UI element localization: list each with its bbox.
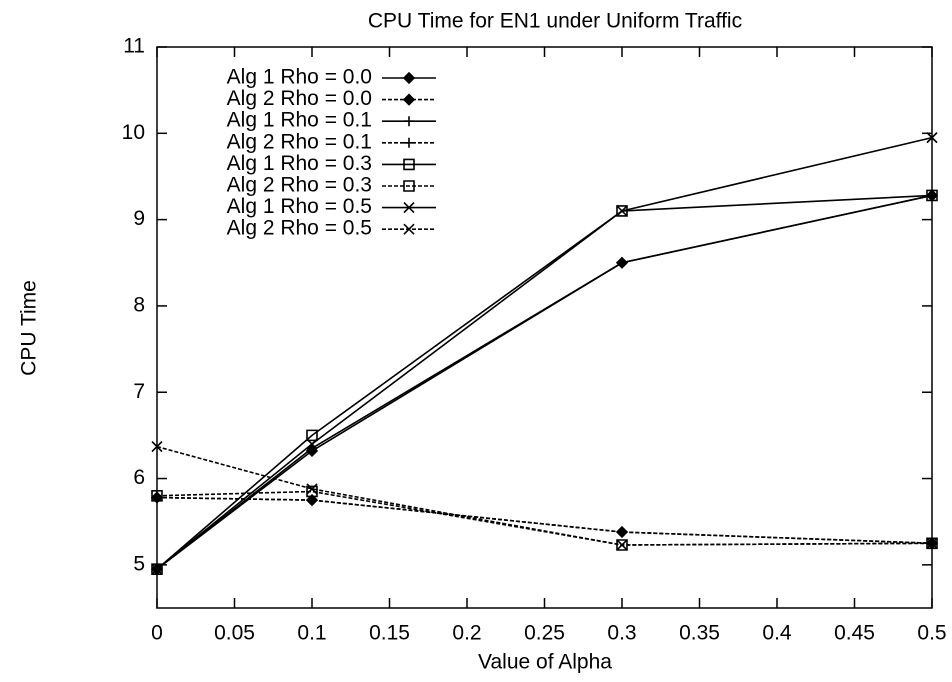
marker xyxy=(616,205,628,217)
legend-marker xyxy=(403,202,415,214)
legend-label: Alg 1 Rho = 0.5 xyxy=(227,195,372,218)
legend-label: Alg 2 Rho = 0.3 xyxy=(227,174,372,197)
x-tick-label: 0.4 xyxy=(762,622,792,645)
y-tick-label: 5 xyxy=(133,552,145,575)
series-line xyxy=(156,194,933,570)
legend-label: Alg 1 Rho = 0.1 xyxy=(227,109,372,132)
marker xyxy=(926,132,938,144)
marker xyxy=(151,490,163,502)
legend-marker xyxy=(403,223,415,235)
y-tick-label: 9 xyxy=(133,207,145,230)
x-tick-label: 0 xyxy=(151,622,163,645)
y-tick-label: 6 xyxy=(133,466,145,489)
legend-marker xyxy=(402,93,416,106)
series-line xyxy=(156,194,933,570)
y-tick-label: 7 xyxy=(133,380,145,403)
marker xyxy=(306,438,318,450)
x-tick-label: 0.3 xyxy=(607,622,636,645)
chart-title: CPU Time for EN1 under Uniform Traffic xyxy=(368,10,742,33)
series-line xyxy=(156,136,933,570)
marker xyxy=(616,205,628,217)
series-line xyxy=(156,194,933,570)
legend-marker xyxy=(404,137,414,148)
marker xyxy=(926,189,938,202)
legend-label: Alg 2 Rho = 0.5 xyxy=(227,217,372,240)
x-tick-label: 0.35 xyxy=(679,622,720,645)
legend-label: Alg 1 Rho = 0.3 xyxy=(227,152,372,175)
marker xyxy=(617,527,627,538)
legend-label: Alg 2 Rho = 0.0 xyxy=(227,87,372,110)
x-tick-label: 0.45 xyxy=(834,622,875,645)
series-line xyxy=(156,445,933,546)
marker xyxy=(151,563,163,575)
legend-marker xyxy=(404,116,414,127)
marker xyxy=(151,563,163,575)
x-tick-label: 0.1 xyxy=(297,622,326,645)
marker xyxy=(926,537,938,549)
legend-label: Alg 1 Rho = 0.0 xyxy=(227,66,372,89)
y-axis-label: CPU Time xyxy=(18,280,41,376)
x-axis-label: Value of Alpha xyxy=(478,651,612,674)
legend-marker xyxy=(403,180,415,192)
x-tick-label: 0.2 xyxy=(452,622,481,645)
y-tick-label: 8 xyxy=(133,293,145,316)
legend-marker xyxy=(402,71,416,85)
y-tick-label: 10 xyxy=(122,121,145,144)
marker xyxy=(151,441,163,453)
marker xyxy=(616,539,628,551)
x-tick-label: 0.25 xyxy=(524,622,565,645)
x-tick-label: 0.15 xyxy=(369,622,410,645)
x-tick-label: 0.05 xyxy=(214,622,255,645)
marker xyxy=(617,257,627,268)
y-tick-label: 11 xyxy=(123,35,145,58)
legend-label: Alg 2 Rho = 0.1 xyxy=(227,130,372,153)
marker xyxy=(306,483,318,495)
series-line xyxy=(156,496,933,545)
legend-marker xyxy=(403,158,415,171)
x-tick-label: 0.5 xyxy=(917,622,946,645)
series-line xyxy=(156,496,933,545)
